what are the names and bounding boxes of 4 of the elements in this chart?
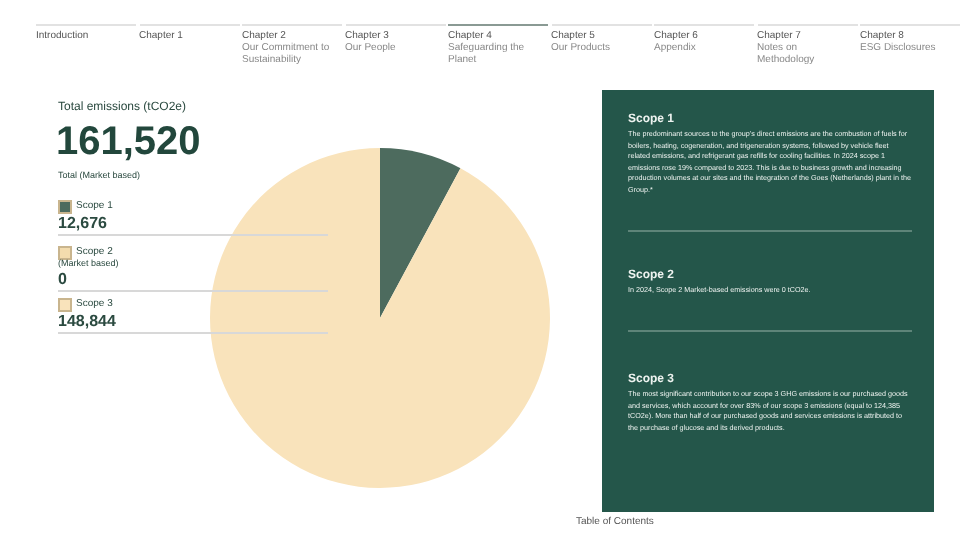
data-label: 12,676: [58, 214, 109, 234]
text: 161,520: [56, 120, 201, 164]
text: 0: [58, 269, 67, 288]
data-label: 148,844: [58, 312, 118, 332]
